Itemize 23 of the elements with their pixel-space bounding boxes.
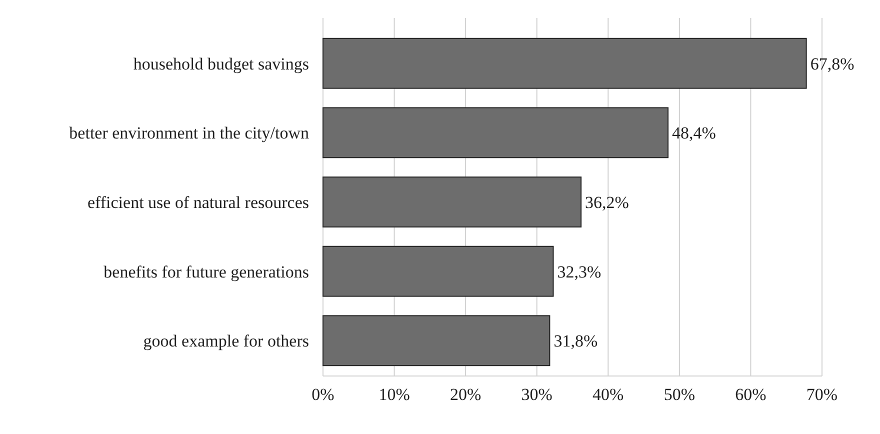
data-label: 36,2% xyxy=(585,192,629,212)
y-tick-label: household budget savings xyxy=(133,54,309,74)
bar xyxy=(322,176,582,228)
data-label: 32,3% xyxy=(557,262,602,282)
x-tick-label: 0% xyxy=(312,385,334,404)
data-label: 48,4% xyxy=(672,124,716,143)
y-tick-label: good example for others xyxy=(143,332,309,351)
x-tick-label: 50% xyxy=(664,385,696,404)
x-tick-label: 10% xyxy=(378,385,410,404)
y-tick-label: efficient use of natural resources xyxy=(87,192,309,212)
y-tick-label: benefits for future generations xyxy=(104,262,309,282)
bar xyxy=(322,246,554,297)
x-tick-label: 20% xyxy=(450,385,482,404)
y-tick-label: better environment in the city/town xyxy=(69,124,310,143)
bar xyxy=(322,315,550,366)
x-tick-label: 70% xyxy=(806,385,838,404)
x-tick-label: 60% xyxy=(735,385,766,404)
x-tick-label: 40% xyxy=(592,385,624,404)
x-tick-label: 30% xyxy=(521,385,552,404)
bar xyxy=(322,38,807,89)
bar xyxy=(322,107,669,158)
data-label: 31,8% xyxy=(554,332,598,351)
data-label: 67,8% xyxy=(810,54,854,74)
